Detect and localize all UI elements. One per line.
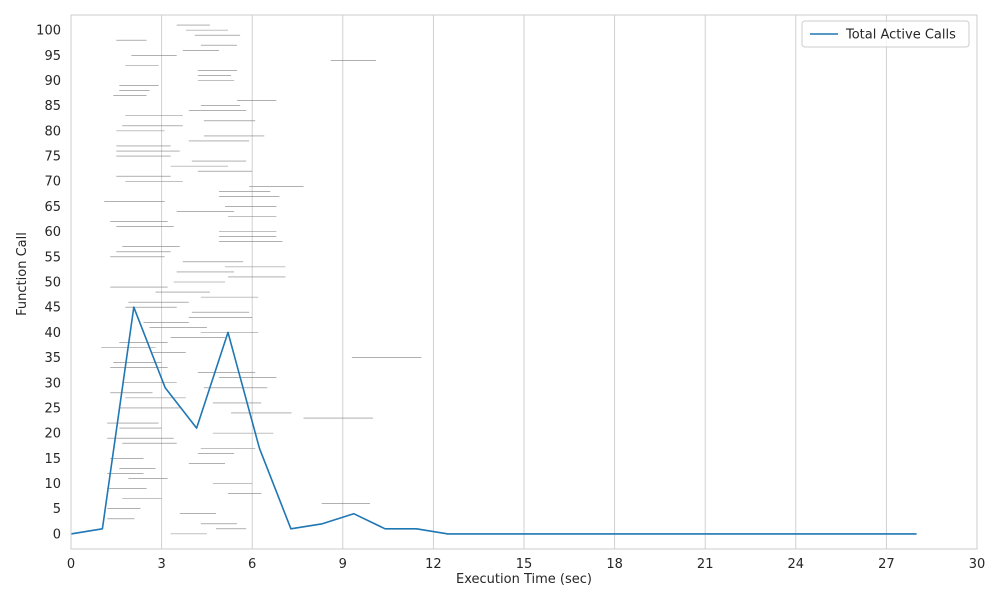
x-tick-label: 12 bbox=[425, 557, 442, 572]
x-tick-label: 30 bbox=[969, 557, 986, 572]
x-tick-label: 21 bbox=[697, 557, 714, 572]
y-tick-label: 65 bbox=[44, 200, 61, 215]
y-axis-title: Function Call bbox=[15, 232, 30, 316]
x-tick-label: 6 bbox=[248, 557, 256, 572]
y-tick-label: 95 bbox=[44, 49, 61, 64]
call-segments bbox=[101, 24, 422, 535]
y-tick-label: 35 bbox=[44, 351, 61, 366]
y-tick-label: 0 bbox=[53, 527, 61, 542]
y-tick-label: 10 bbox=[44, 477, 61, 492]
legend: Total Active Calls bbox=[801, 20, 970, 48]
x-tick-label: 9 bbox=[339, 557, 347, 572]
y-tick-label: 30 bbox=[44, 376, 61, 391]
y-tick-label: 55 bbox=[44, 250, 61, 265]
y-tick-label: 25 bbox=[44, 401, 61, 416]
x-axis-title: Execution Time (sec) bbox=[456, 572, 592, 587]
y-tick-label: 50 bbox=[44, 276, 61, 291]
y-tick-label: 80 bbox=[44, 124, 61, 139]
y-tick-label: 20 bbox=[44, 427, 61, 442]
x-tick-label: 18 bbox=[606, 557, 623, 572]
y-tick-label: 45 bbox=[44, 301, 61, 316]
x-tick-label: 0 bbox=[67, 557, 75, 572]
y-tick-label: 5 bbox=[53, 502, 61, 517]
y-tick-label: 75 bbox=[44, 150, 61, 165]
y-tick-label: 70 bbox=[44, 175, 61, 190]
y-tick-label: 100 bbox=[36, 24, 61, 39]
y-tick-label: 40 bbox=[44, 326, 61, 341]
x-tick-label: 15 bbox=[516, 557, 533, 572]
y-tick-label: 85 bbox=[44, 99, 61, 114]
y-tick-label: 15 bbox=[44, 452, 61, 467]
x-tick-label: 24 bbox=[788, 557, 805, 572]
plot-border bbox=[70, 14, 978, 550]
y-tick-labels: 0 5 10 15 20 25 30 35 40 45 50 55 60 65 70 75 80 85 90 95 10… bbox=[36, 24, 61, 543]
series-line-total-active-calls bbox=[70, 306, 917, 535]
x-tick-labels: 0 3 6 9 12 15 18 21 24 27 30 bbox=[67, 557, 985, 572]
y-tick-label: 60 bbox=[44, 225, 61, 240]
x-tick-label: 3 bbox=[157, 557, 165, 572]
legend-box bbox=[801, 20, 970, 48]
plot-frame bbox=[70, 14, 978, 550]
x-tick-label: 27 bbox=[878, 557, 895, 572]
y-tick-label: 90 bbox=[44, 74, 61, 89]
series-layer bbox=[70, 306, 917, 535]
legend-label: Total Active Calls bbox=[845, 28, 956, 43]
